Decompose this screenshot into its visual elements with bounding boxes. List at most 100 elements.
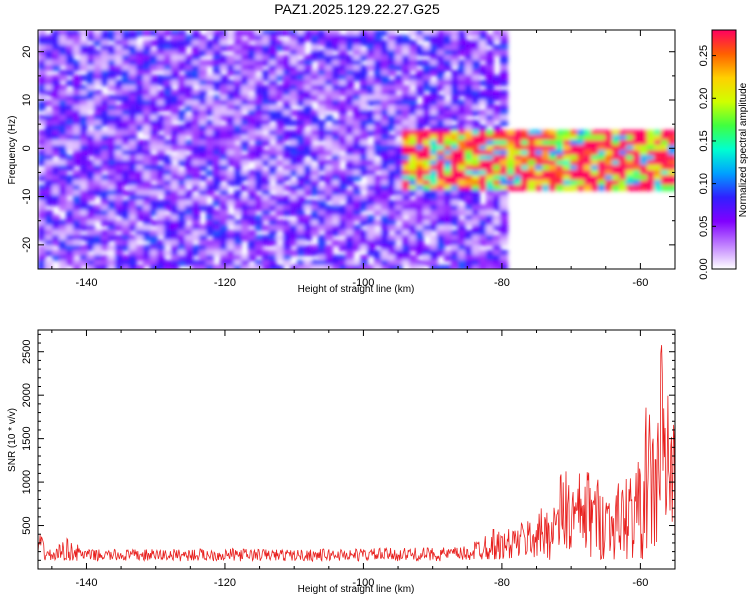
heatmap-cell (451, 75, 459, 81)
heatmap-cell (241, 85, 249, 91)
heatmap-cell (199, 65, 207, 71)
heatmap-cell (185, 130, 193, 136)
heatmap-cell (493, 115, 501, 121)
heatmap-cell (332, 230, 340, 236)
heatmap-cell (150, 40, 158, 46)
heatmap-cell (346, 135, 354, 141)
heatmap-cell (472, 200, 480, 206)
heatmap-cell (80, 225, 88, 231)
heatmap-cell (150, 235, 158, 241)
heatmap-cell (311, 50, 319, 56)
heatmap-cell (108, 195, 116, 201)
heatmap-cell (514, 175, 522, 181)
heatmap-cell (444, 250, 452, 256)
heatmap-cell (101, 60, 109, 66)
heatmap-cell (297, 95, 305, 101)
heatmap-cell (633, 130, 641, 136)
heatmap-cell (444, 210, 452, 216)
heatmap-cell (437, 40, 445, 46)
heatmap-cell (353, 40, 361, 46)
heatmap-cell (262, 190, 270, 196)
heatmap-cell (304, 55, 312, 61)
heatmap-cell (178, 225, 186, 231)
heatmap-cell (395, 215, 403, 221)
heatmap-cell (269, 240, 277, 246)
heatmap-cell (458, 90, 466, 96)
heatmap-cell (122, 160, 130, 166)
heatmap-cell (122, 150, 130, 156)
heatmap-cell (430, 160, 438, 166)
heatmap-cell (143, 75, 151, 81)
heatmap-cell (346, 90, 354, 96)
heatmap-cell (122, 200, 130, 206)
heatmap-cell (381, 210, 389, 216)
heatmap-cell (332, 95, 340, 101)
heatmap-cell (164, 130, 172, 136)
heatmap-cell (465, 185, 473, 191)
heatmap-cell (108, 30, 116, 36)
heatmap-cell (339, 35, 347, 41)
heatmap-cell (381, 155, 389, 161)
heatmap-cell (458, 100, 466, 106)
heatmap-cell (178, 95, 186, 101)
heatmap-cell (234, 95, 242, 101)
heatmap-cell (297, 155, 305, 161)
heatmap-cell (255, 265, 263, 269)
heatmap-cell (185, 205, 193, 211)
heatmap-cell (332, 170, 340, 176)
heatmap-cell (248, 205, 256, 211)
heatmap-cell (444, 230, 452, 236)
heatmap-cell (430, 235, 438, 241)
heatmap-cell (584, 170, 592, 176)
heatmap-cell (164, 40, 172, 46)
heatmap-cell (122, 205, 130, 211)
heatmap-cell (416, 240, 424, 246)
heatmap-cell (66, 230, 74, 236)
heatmap-cell (136, 180, 144, 186)
heatmap-cell (178, 170, 186, 176)
heatmap-cell (437, 185, 445, 191)
heatmap-cell (388, 30, 396, 36)
heatmap-cell (514, 185, 522, 191)
heatmap-cell (101, 95, 109, 101)
heatmap-cell (171, 50, 179, 56)
heatmap-cell (423, 155, 431, 161)
heatmap-cell (542, 150, 550, 156)
heatmap-cell (157, 230, 165, 236)
heatmap-cell (360, 130, 368, 136)
heatmap-cell (423, 75, 431, 81)
heatmap-cell (465, 55, 473, 61)
heatmap-cell (94, 250, 102, 256)
heatmap-cell (101, 35, 109, 41)
heatmap-cell (367, 190, 375, 196)
heatmap-cell (374, 200, 382, 206)
heatmap-cell (108, 60, 116, 66)
heatmap-cell (227, 45, 235, 51)
heatmap-cell (73, 175, 81, 181)
heatmap-cell (52, 180, 60, 186)
heatmap-cell (507, 175, 515, 181)
heatmap-cell (563, 135, 571, 141)
heatmap-cell (423, 110, 431, 116)
heatmap-cell (465, 260, 473, 266)
heatmap-cell (465, 195, 473, 201)
heatmap-cell (367, 60, 375, 66)
heatmap-cell (157, 265, 165, 269)
heatmap-cell (311, 250, 319, 256)
heatmap-cell (465, 230, 473, 236)
heatmap-cell (136, 210, 144, 216)
heatmap-cell (311, 80, 319, 86)
heatmap-cell (374, 150, 382, 156)
heatmap-cell (332, 105, 340, 111)
heatmap-cell (416, 140, 424, 146)
heatmap-cell (388, 245, 396, 251)
heatmap-cell (472, 85, 480, 91)
heatmap-cell (332, 210, 340, 216)
heatmap-cell (612, 140, 620, 146)
heatmap-cell (479, 45, 487, 51)
heatmap-cell (633, 155, 641, 161)
heatmap-cell (374, 175, 382, 181)
heatmap-cell (402, 205, 410, 211)
heatmap-cell (171, 75, 179, 81)
heatmap-cell (493, 240, 501, 246)
